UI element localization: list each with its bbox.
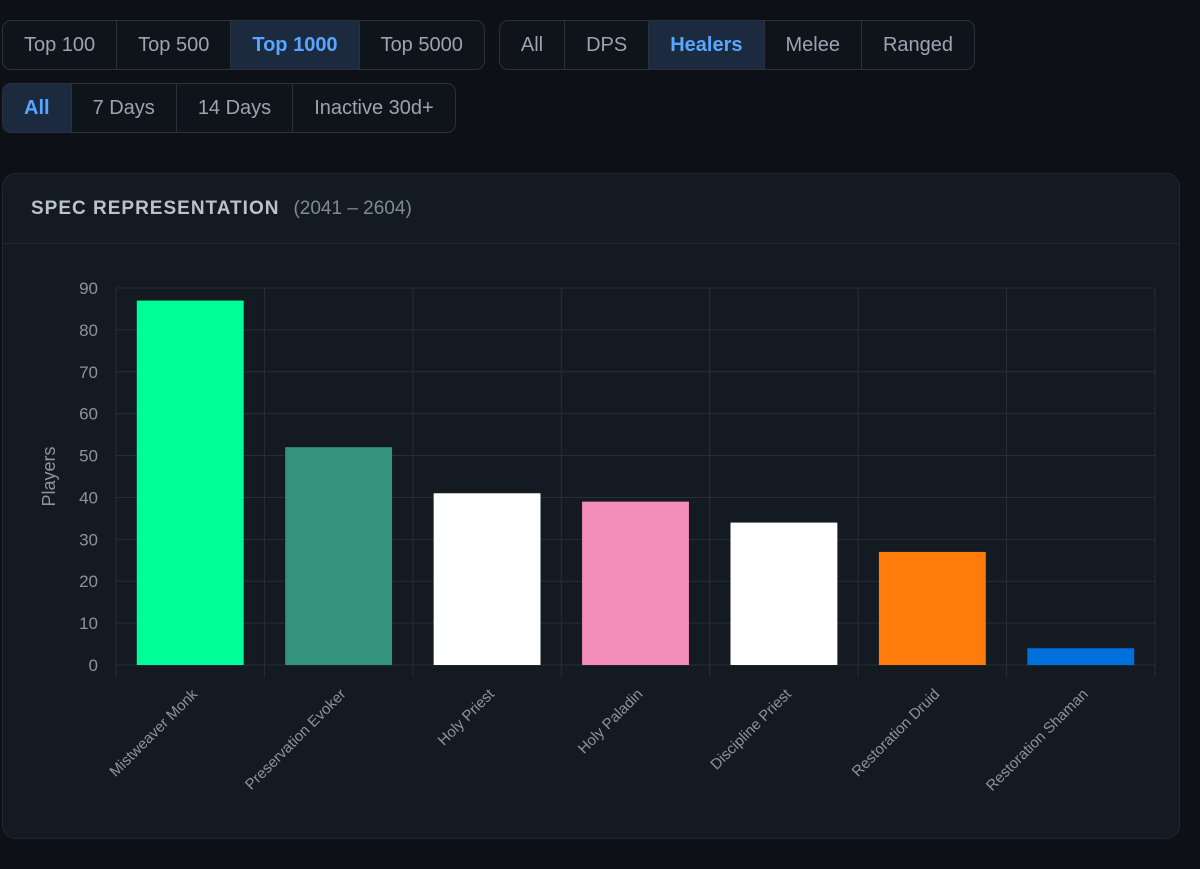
activity-tab-14-days[interactable]: 14 Days bbox=[177, 84, 294, 132]
y-tick-label: 30 bbox=[79, 530, 98, 549]
role-tab-healers[interactable]: Healers bbox=[649, 21, 765, 69]
activity-filter-group: All 7 Days 14 Days Inactive 30d+ bbox=[2, 83, 456, 133]
y-tick-label: 40 bbox=[79, 488, 98, 507]
role-tab-all[interactable]: All bbox=[500, 21, 566, 69]
x-tick-label-restoration-druid: Restoration Druid bbox=[849, 686, 944, 781]
filters-row-activity: All 7 Days 14 Days Inactive 30d+ bbox=[2, 83, 456, 133]
rank-tab-top-100[interactable]: Top 100 bbox=[3, 21, 118, 69]
y-tick-label: 10 bbox=[79, 614, 98, 633]
role-filter-group: All DPS Healers Melee Ranged bbox=[498, 20, 976, 70]
activity-tab-all[interactable]: All bbox=[3, 84, 72, 132]
bar-mistweaver-monk bbox=[136, 300, 244, 665]
y-axis-title: Players bbox=[39, 446, 59, 506]
spec-representation-panel: SPEC REPRESENTATION (2041 – 2604) 0 10 20 3… bbox=[2, 173, 1180, 839]
x-tick-label-holy-paladin: Holy Paladin bbox=[575, 686, 647, 758]
x-tick-label-preservation-evoker: Preservation Evoker bbox=[242, 686, 350, 794]
rank-tab-top-5000[interactable]: Top 5000 bbox=[380, 33, 463, 56]
y-tick-label: 70 bbox=[79, 363, 98, 382]
x-tick-label-discipline-priest: Discipline Priest bbox=[707, 685, 795, 773]
x-tick-label-holy-priest: Holy Priest bbox=[435, 685, 499, 749]
x-tick-label-restoration-shaman: Restoration Shaman bbox=[983, 686, 1092, 795]
bar-preservation-evoker bbox=[285, 447, 393, 665]
x-tick-label-mistweaver-monk: Mistweaver Monk bbox=[107, 685, 202, 780]
bar-holy-priest bbox=[433, 493, 541, 665]
y-tick-label: 60 bbox=[79, 405, 98, 424]
role-tab-melee[interactable]: Melee bbox=[765, 21, 862, 69]
y-tick-label: 80 bbox=[79, 321, 98, 340]
rating-range: (2041 – 2604) bbox=[293, 197, 412, 219]
panel-header: SPEC REPRESENTATION (2041 – 2604) bbox=[3, 174, 1179, 244]
spec-bar-chart: 0 10 20 30 40 50 60 70 80 90 Players Mistweaver Mon… bbox=[39, 279, 1156, 795]
bar-restoration-shaman bbox=[1027, 648, 1135, 665]
y-tick-label: 50 bbox=[79, 447, 98, 466]
bar-restoration-druid bbox=[878, 551, 986, 665]
bar-holy-paladin bbox=[582, 501, 689, 665]
rank-filter-group: Top 100 Top 500 Top 1000 Top 5000 bbox=[2, 20, 485, 70]
rank-tab-top-1000[interactable]: Top 1000 bbox=[231, 21, 360, 69]
role-tab-ranged[interactable]: Ranged bbox=[882, 33, 954, 56]
role-tab-dps[interactable]: DPS bbox=[565, 21, 650, 69]
y-tick-label: 20 bbox=[79, 572, 98, 591]
rank-tab-top-500[interactable]: Top 500 bbox=[117, 21, 232, 69]
bar-discipline-priest bbox=[730, 522, 838, 665]
activity-tab-7-days[interactable]: 7 Days bbox=[72, 84, 177, 132]
activity-tab-inactive-30d[interactable]: Inactive 30d+ bbox=[314, 96, 434, 119]
y-tick-label: 90 bbox=[79, 279, 98, 298]
filters-row-top: Top 100 Top 500 Top 1000 Top 5000 All DPS Hea… bbox=[2, 20, 976, 70]
y-tick-label: 0 bbox=[89, 656, 98, 675]
panel-title: SPEC REPRESENTATION bbox=[31, 197, 280, 219]
